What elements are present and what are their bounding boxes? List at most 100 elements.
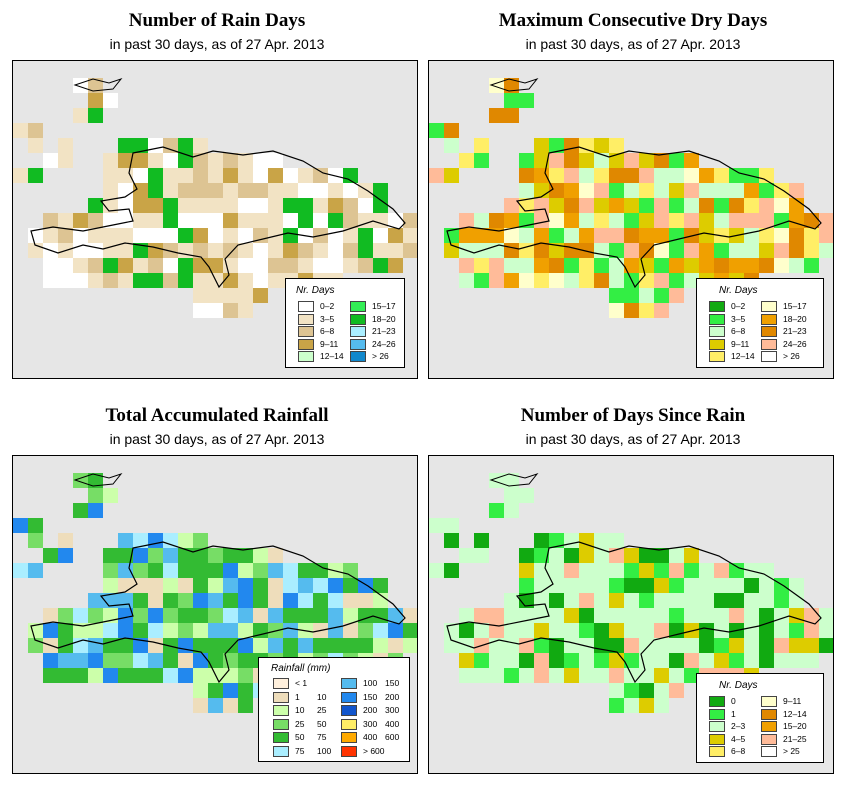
- grid-cell: [223, 698, 238, 713]
- grid-cell: [148, 548, 163, 563]
- grid-cell: [313, 563, 328, 578]
- grid-cell: [609, 623, 624, 638]
- map-legend: Nr. Days 0 1 2–3 4–5 6–8 9–11 12–14 15–20 21–25 >…: [696, 673, 824, 763]
- grid-cell: [103, 198, 118, 213]
- legend-swatch: [709, 338, 725, 350]
- grid-cell: [223, 243, 238, 258]
- grid-cell: [118, 548, 133, 563]
- panel-rain-days: Number of Rain Days in past 30 days, as …: [12, 0, 422, 388]
- grid-cell: [58, 153, 73, 168]
- grid-cell: [298, 608, 313, 623]
- grid-cell: [489, 228, 504, 243]
- grid-cell: [133, 533, 148, 548]
- grid-cell: [624, 593, 639, 608]
- legend-label: 21–23: [783, 326, 807, 336]
- grid-cell: [594, 623, 609, 638]
- grid-cell: [624, 258, 639, 273]
- grid-cell: [609, 698, 624, 713]
- grid-cell: [118, 638, 133, 653]
- grid-cell: [564, 653, 579, 668]
- grid-cell: [178, 668, 193, 683]
- grid-cell: [118, 138, 133, 153]
- grid-cell: [58, 548, 73, 563]
- grid-cell: [609, 168, 624, 183]
- grid-cell: [609, 653, 624, 668]
- panel-max-dry-days: Maximum Consecutive Dry Days in past 30 …: [428, 0, 838, 388]
- grid-cell: [163, 668, 178, 683]
- grid-cell: [504, 93, 519, 108]
- grid-cell: [699, 183, 714, 198]
- grid-cell: [534, 623, 549, 638]
- grid-cell: [133, 213, 148, 228]
- grid-cell: [43, 668, 58, 683]
- grid-cell: [163, 243, 178, 258]
- grid-cell: [624, 563, 639, 578]
- grid-cell: [163, 198, 178, 213]
- grid-cell: [759, 638, 774, 653]
- legend-label-upper: 600: [385, 732, 400, 742]
- grid-cell: [298, 563, 313, 578]
- grid-cell: [459, 623, 474, 638]
- grid-cell: [268, 153, 283, 168]
- grid-cell: [519, 153, 534, 168]
- grid-cell: [774, 258, 789, 273]
- grid-cell: [474, 548, 489, 563]
- grid-cell: [789, 213, 804, 228]
- grid-cell: [564, 138, 579, 153]
- grid-cell: [594, 533, 609, 548]
- grid-cell: [819, 243, 833, 258]
- grid-cell: [208, 578, 223, 593]
- grid-cell: [579, 608, 594, 623]
- grid-cell: [789, 593, 804, 608]
- legend-title: Rainfall (mm): [271, 663, 331, 674]
- legend-item: 6–8: [298, 326, 388, 338]
- grid-cell: [474, 153, 489, 168]
- grid-cell: [504, 228, 519, 243]
- grid-cell: [58, 668, 73, 683]
- grid-cell: [298, 183, 313, 198]
- grid-cell: [163, 548, 178, 563]
- grid-cell: [519, 243, 534, 258]
- grid-cell: [534, 273, 549, 288]
- grid-cell: [298, 638, 313, 653]
- legend-label: 6–8: [320, 326, 335, 336]
- grid-cell: [444, 518, 459, 533]
- grid-cell: [148, 623, 163, 638]
- legend-item: 21–23: [350, 326, 417, 338]
- grid-cell: [73, 623, 88, 638]
- grid-cell: [133, 183, 148, 198]
- grid-cell: [118, 198, 133, 213]
- grid-cell: [759, 198, 774, 213]
- grid-cell: [178, 228, 193, 243]
- grid-cell: [118, 653, 133, 668]
- grid-cell: [744, 213, 759, 228]
- legend-label: 3–5: [731, 313, 746, 324]
- grid-cell: [669, 198, 684, 213]
- island-outline: [489, 472, 539, 487]
- grid-cell: [579, 213, 594, 228]
- grid-cell: [358, 593, 373, 608]
- grid-cell: [103, 228, 118, 243]
- legend-item: > 26: [350, 351, 417, 363]
- grid-cell: [163, 138, 178, 153]
- legend-item: 0: [709, 696, 799, 708]
- grid-cell: [403, 623, 417, 638]
- grid-cell: [193, 228, 208, 243]
- grid-cell: [549, 198, 564, 213]
- grid-cell: [58, 228, 73, 243]
- grid-cell: [549, 623, 564, 638]
- grid-cell: [268, 593, 283, 608]
- grid-cell: [579, 653, 594, 668]
- legend-label: 3–5: [320, 313, 335, 324]
- grid-cell: [639, 213, 654, 228]
- grid-cell: [639, 593, 654, 608]
- grid-cell: [88, 653, 103, 668]
- grid-cell: [403, 608, 417, 623]
- grid-cell: [343, 593, 358, 608]
- grid-cell: [283, 623, 298, 638]
- grid-cell: [639, 258, 654, 273]
- grid-cell: [774, 183, 789, 198]
- grid-cell: [133, 153, 148, 168]
- legend-item: 3–5: [709, 313, 799, 326]
- grid-cell: [148, 653, 163, 668]
